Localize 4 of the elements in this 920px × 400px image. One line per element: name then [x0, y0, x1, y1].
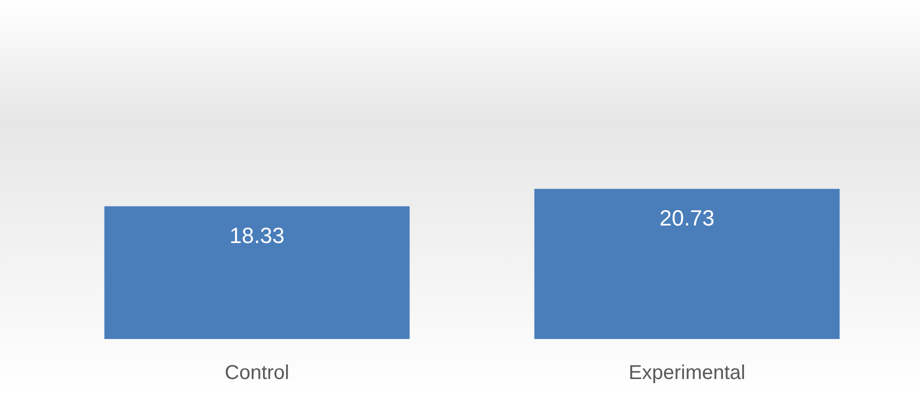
data-label: 18.33	[229, 222, 285, 248]
data-label: 20.73	[659, 205, 715, 230]
x-tick-label: Control	[224, 362, 290, 384]
x-tick-label: Experimental	[628, 362, 746, 384]
